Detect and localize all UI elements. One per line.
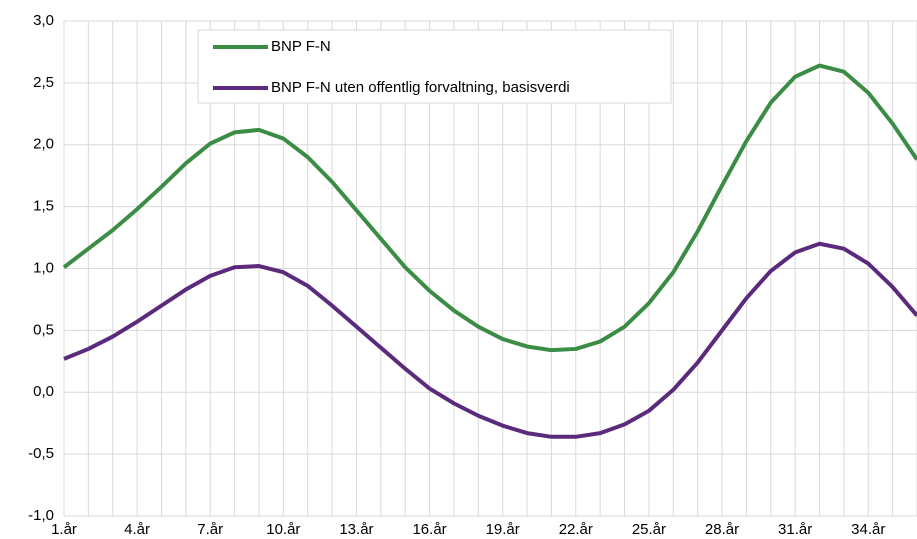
x-tick-label: 4.år: [124, 521, 150, 538]
y-tick-label: -1,0: [28, 507, 54, 524]
x-tick-label: 25.år: [632, 521, 666, 538]
x-tick-label: 31.år: [778, 521, 812, 538]
x-tick-label: 22.år: [559, 521, 593, 538]
y-tick-label: 1,5: [33, 198, 54, 215]
legend-label: BNP F-N uten offentlig forvaltning, basi…: [271, 79, 570, 96]
x-tick-label: 1.år: [51, 521, 77, 538]
x-tick-label: 10.år: [266, 521, 300, 538]
x-tick-label: 19.år: [486, 521, 520, 538]
x-tick-label: 34.år: [851, 521, 885, 538]
y-tick-label: 0,5: [33, 321, 54, 338]
series-line: [63, 241, 917, 439]
x-tick-label: 7.år: [197, 521, 223, 538]
x-tick-label: 16.år: [412, 521, 446, 538]
y-tick-label: 2,0: [33, 136, 54, 153]
legend-box: [197, 29, 672, 104]
x-tick-label: 28.år: [705, 521, 739, 538]
y-tick-label: -0,5: [28, 445, 54, 462]
legend-label: BNP F-N: [271, 38, 331, 55]
x-tick-label: 13.år: [339, 521, 373, 538]
y-tick-label: 3,0: [33, 12, 54, 29]
y-tick-label: 1,0: [33, 259, 54, 276]
series-line: [62, 63, 917, 353]
y-tick-label: 2,5: [33, 74, 54, 91]
y-tick-label: 0,0: [33, 383, 54, 400]
